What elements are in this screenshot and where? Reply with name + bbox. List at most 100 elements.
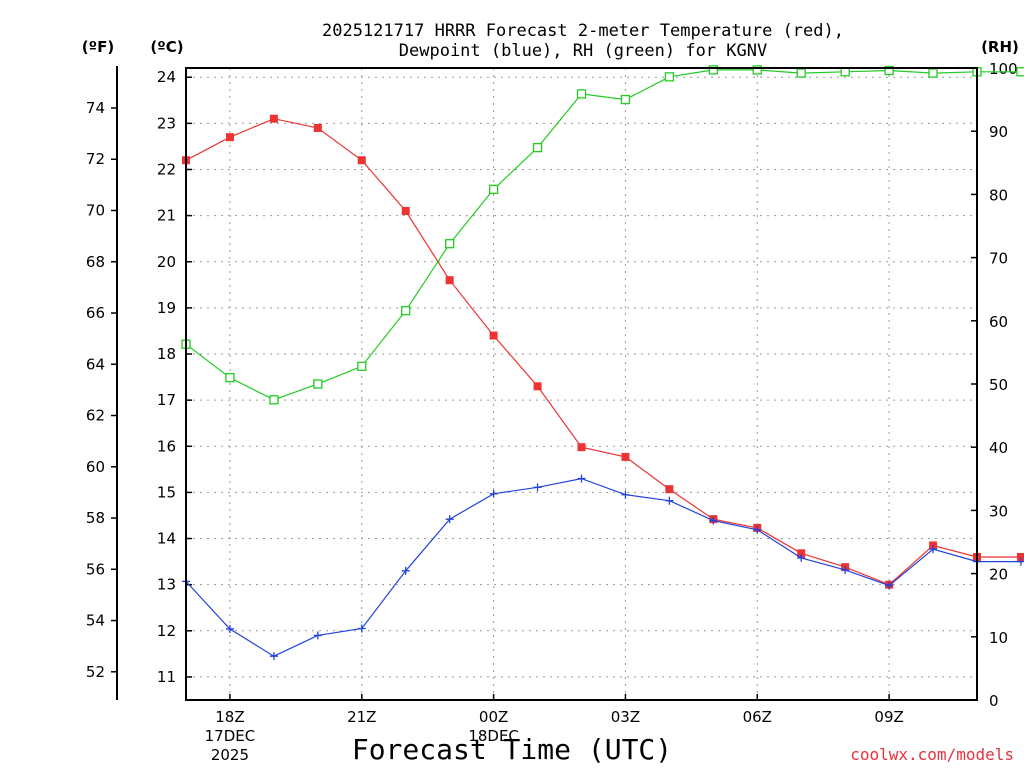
fahrenheit-tick-label: 60 (86, 458, 105, 476)
dewpoint-point (445, 515, 454, 524)
celsius-tick-label: 18 (157, 345, 176, 363)
chart-title-line-1: 2025121717 HRRR Forecast 2-meter Tempera… (322, 21, 844, 41)
celsius-tick-label: 12 (157, 622, 176, 640)
rh-point (752, 65, 762, 75)
x-tick-label: 09Z (874, 708, 903, 726)
plot-area-border (185, 67, 978, 701)
dewpoint-point (885, 581, 894, 590)
rh-tick-label: 80 (989, 186, 1008, 204)
series-line (185, 69, 1021, 401)
celsius-tick-label: 21 (157, 207, 176, 225)
temperature-point (489, 331, 498, 340)
celsius-tick-label: 16 (157, 437, 176, 455)
x-tick-label: 06Z (743, 708, 772, 726)
rh-tick-label: 10 (989, 629, 1008, 647)
series-layer (181, 65, 1024, 661)
rh-point (313, 379, 323, 389)
temperature-point (357, 156, 366, 165)
fahrenheit-unit-label: (ºF) (82, 38, 114, 56)
rh-tick-label: 100 (989, 60, 1018, 78)
x-tick-label: 18DEC (468, 727, 519, 745)
celsius-tick-label: 23 (157, 114, 176, 132)
rh-point (620, 94, 631, 105)
dewpoint-point (269, 652, 278, 661)
dewpoint-point (929, 545, 938, 554)
rh-tick-label: 40 (989, 439, 1008, 457)
celsius-tick-label: 13 (157, 576, 176, 594)
rh-tick-label: 50 (989, 376, 1008, 394)
celsius-tick-label: 24 (157, 68, 176, 86)
celsius-tick-label: 14 (157, 530, 176, 548)
temperature-point (401, 207, 410, 216)
dewpoint-point (797, 553, 806, 562)
dewpoint-point (621, 490, 630, 499)
x-tick-label: 2025 (211, 746, 249, 764)
celsius-tick-label: 11 (157, 668, 176, 686)
chart-title-line-2: Dewpoint (blue), RH (green) for KGNV (399, 41, 767, 61)
rh-point (445, 239, 455, 249)
dewpoint-point (357, 624, 366, 633)
fahrenheit-tick-label: 74 (86, 99, 105, 117)
series-dewpoint (182, 474, 1024, 661)
fahrenheit-tick-label: 54 (86, 612, 105, 630)
grid-lines (186, 68, 977, 700)
x-tick-label: 17DEC (205, 727, 256, 745)
rh-point (708, 65, 718, 75)
series-rh (181, 65, 1024, 405)
x-tick-label: 18Z (215, 708, 244, 726)
rh-point (225, 373, 235, 383)
fahrenheit-tick-label: 62 (86, 407, 105, 425)
series-line (185, 477, 1021, 657)
celsius-tick-label: 17 (157, 391, 176, 409)
temperature-point (533, 382, 542, 391)
celsius-tick-label: 19 (157, 299, 176, 317)
dewpoint-point (401, 566, 410, 575)
temperature-point (665, 485, 674, 494)
dewpoint-point (313, 631, 322, 640)
temperature-point (621, 452, 630, 461)
temperature-point (797, 549, 806, 558)
temperature-point (313, 123, 322, 132)
temperature-point (269, 114, 278, 123)
dewpoint-point (841, 565, 850, 574)
rh-point (664, 72, 675, 82)
rh-tick-label: 0 (989, 692, 999, 710)
fahrenheit-tick-label: 66 (86, 304, 105, 322)
rh-tick-label: 30 (989, 502, 1008, 520)
temperature-point (1016, 552, 1024, 561)
series-line (185, 118, 1021, 586)
dewpoint-point (577, 474, 586, 483)
rh-point (928, 68, 938, 78)
rh-point (796, 68, 806, 78)
series-2-meter-temperature (182, 114, 1024, 589)
x-tick-label: 21Z (347, 708, 376, 726)
fahrenheit-tick-label: 72 (86, 150, 105, 168)
rh-point (488, 184, 499, 194)
fahrenheit-tick-label: 68 (86, 253, 105, 271)
rh-tick-label: 20 (989, 566, 1008, 584)
rh-point (1016, 67, 1024, 77)
rh-point (357, 361, 367, 371)
dewpoint-point (533, 483, 542, 492)
rh-tick-label: 90 (989, 123, 1008, 141)
dewpoint-point (225, 624, 234, 633)
celsius-tick-label: 15 (157, 483, 176, 501)
plot-frame (185, 67, 978, 701)
rh-point (576, 89, 587, 99)
fahrenheit-tick-label: 58 (86, 509, 105, 527)
credit-text: coolwx.com/models (850, 745, 1014, 764)
celsius-tick-label: 22 (157, 160, 176, 178)
x-axis-title: Forecast Time (UTC) (352, 733, 672, 766)
fahrenheit-tick-label: 64 (86, 355, 105, 373)
rh-point (532, 142, 543, 153)
dewpoint-point (709, 516, 718, 525)
rh-tick-label: 60 (989, 313, 1008, 331)
x-tick-label: 00Z (479, 708, 508, 726)
dewpoint-point (489, 489, 498, 498)
dewpoint-point (665, 496, 674, 505)
temperature-point (445, 276, 454, 285)
rh-point (401, 306, 411, 316)
temperature-point (225, 133, 234, 142)
temperature-point (577, 443, 586, 452)
